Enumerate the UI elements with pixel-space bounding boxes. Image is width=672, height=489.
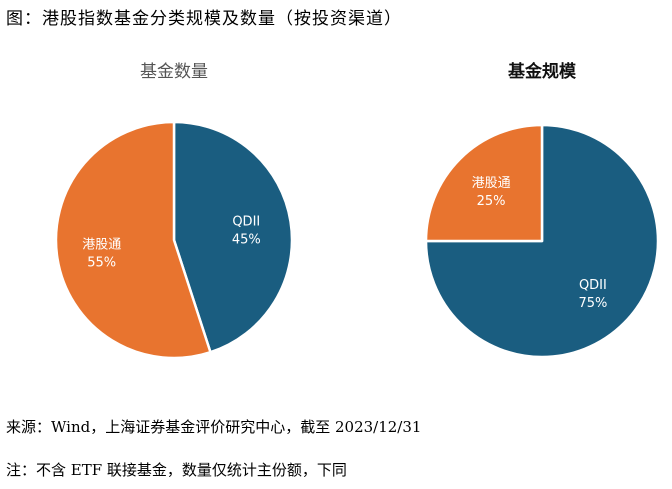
slice-name-1-1: QDII xyxy=(232,215,260,230)
slice-name-2-2: 港股通 xyxy=(472,176,511,191)
footnote: 注：不含 ETF 联接基金，数量仅统计主份额，下同 xyxy=(6,461,347,479)
pie-slice-1-2 xyxy=(54,120,212,360)
slice-name-1-2: 港股通 xyxy=(82,237,121,252)
pie-charts-svg: 基金数量 QDII 45% 港股通 55% 基金规模 QDII 75% 港股通 25% xyxy=(54,61,660,360)
pie-slice-2-2 xyxy=(424,123,544,243)
slice-value-1-2: 55% xyxy=(87,255,116,270)
pie-title-1: 基金数量 xyxy=(140,62,208,82)
source-note: 来源：Wind，上海证券基金评价研究中心，截至 2023/12/31 xyxy=(6,418,422,436)
slice-value-1-1: 45% xyxy=(232,233,261,248)
figure-title: 图：港股指数基金分类规模及数量（按投资渠道） xyxy=(6,9,402,29)
pie-title-2: 基金规模 xyxy=(507,61,577,82)
pie-chart-2: 基金规模 QDII 75% 港股通 25% xyxy=(424,61,660,359)
pie-slice-2-1 xyxy=(424,123,660,359)
slice-name-2-1: QDII xyxy=(579,278,607,293)
pie-slice-1-1 xyxy=(172,120,294,354)
pie-charts: 基金数量 QDII 45% 港股通 55% 基金规模 QDII 75% 港股通 25% xyxy=(0,48,672,378)
slice-value-2-1: 75% xyxy=(578,296,607,311)
slice-value-2-2: 25% xyxy=(477,194,506,209)
pie-chart-1: 基金数量 QDII 45% 港股通 55% xyxy=(54,62,294,360)
